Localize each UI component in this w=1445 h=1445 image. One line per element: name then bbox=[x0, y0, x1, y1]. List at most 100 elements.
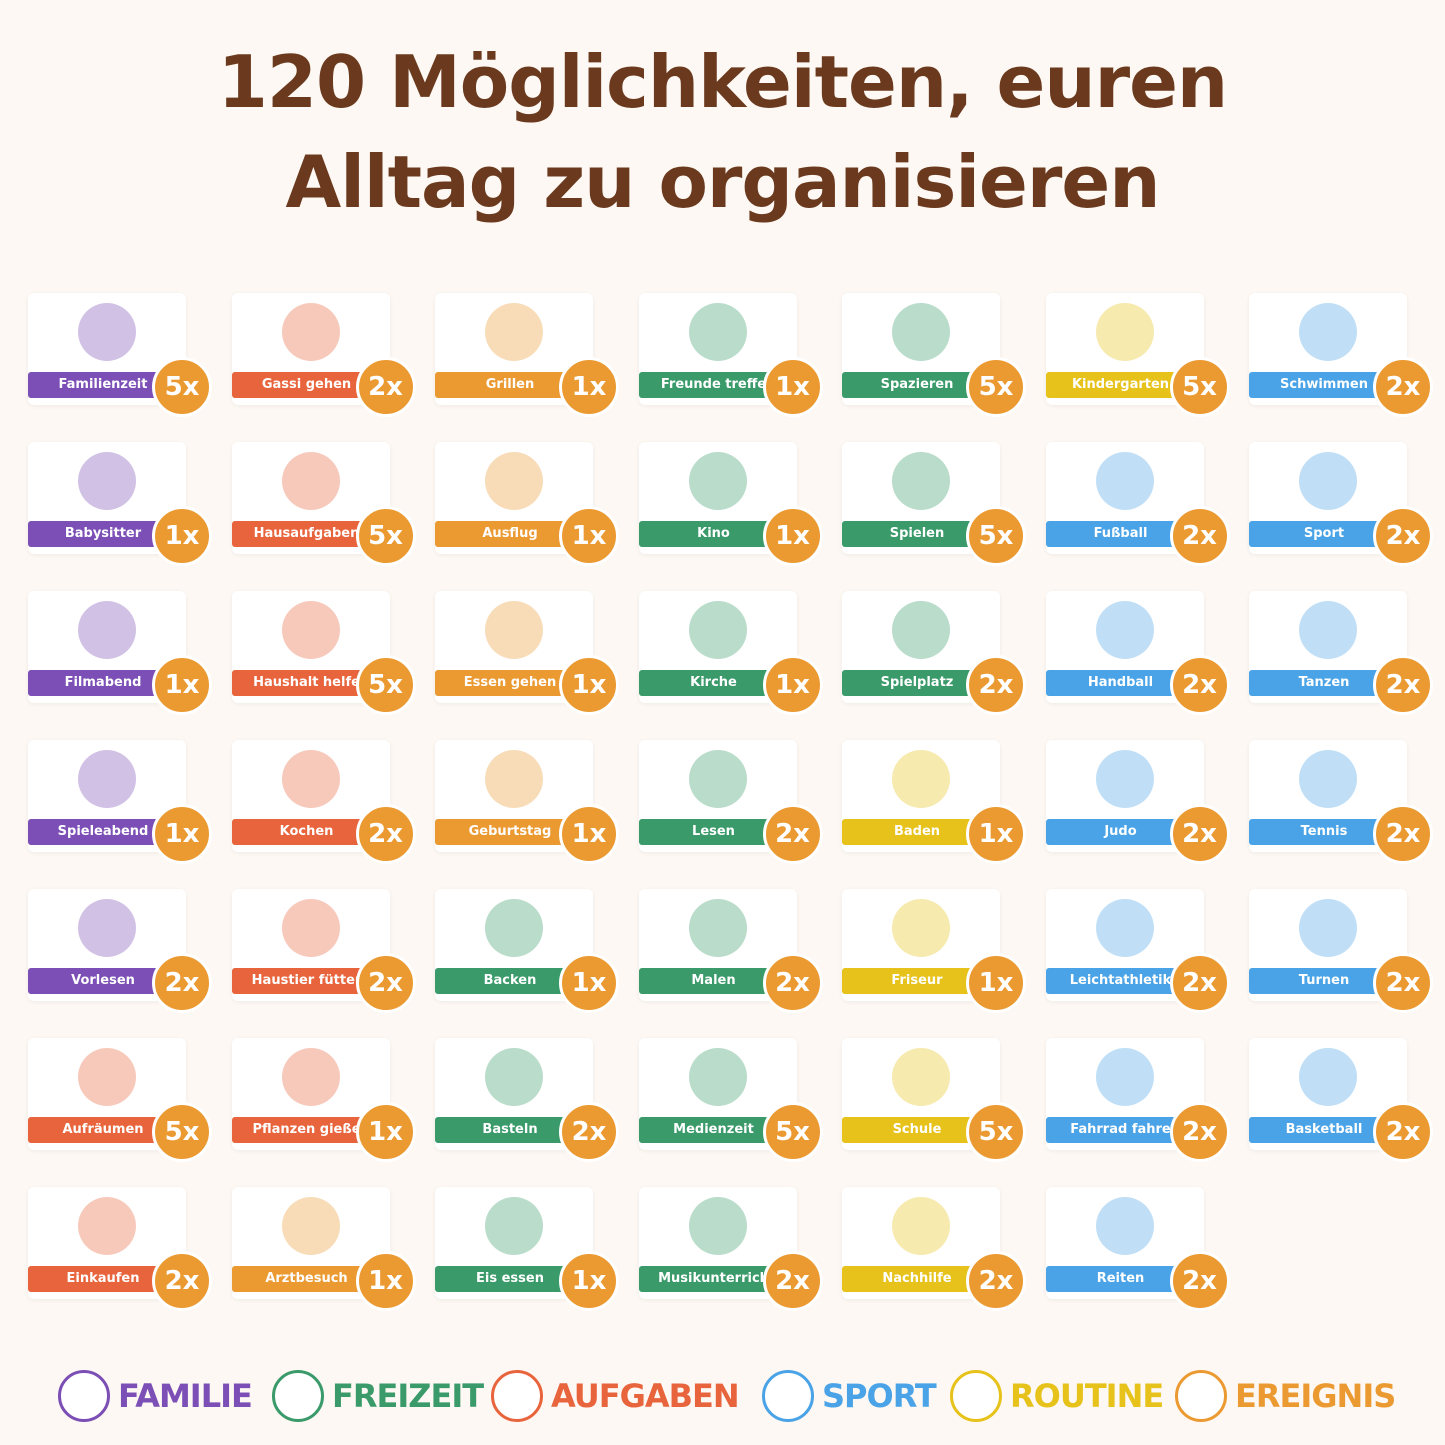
activity-card: Eis essen 1x bbox=[435, 1187, 619, 1311]
illustration bbox=[1095, 750, 1154, 808]
activity-card: Kindergarten 5x bbox=[1045, 293, 1230, 417]
activity-card: Vorlesen 2x bbox=[28, 889, 212, 1013]
activity-card: Handball 2x bbox=[1045, 591, 1230, 715]
legend-label: ROUTINE bbox=[1010, 1377, 1164, 1415]
count-badge: 2x bbox=[1373, 506, 1433, 566]
illustration bbox=[1299, 452, 1357, 510]
activity-card: Essen gehen 1x bbox=[435, 591, 619, 715]
activity-card: Basteln 2x bbox=[435, 1038, 619, 1162]
count-badge: 1x bbox=[966, 953, 1026, 1013]
illustration bbox=[1095, 1048, 1154, 1106]
activity-card: Arztbesuch 1x bbox=[231, 1187, 416, 1311]
count-badge: 2x bbox=[1169, 506, 1230, 566]
activity-card: Haushalt helfe 5x bbox=[231, 591, 416, 715]
illustration bbox=[892, 452, 950, 510]
legend-label: AUFGABEN bbox=[551, 1377, 740, 1415]
legend-item: EREIGNIS bbox=[1175, 1366, 1396, 1426]
activity-card: Tennis 2x bbox=[1249, 740, 1433, 864]
legend-label: SPORT bbox=[822, 1377, 937, 1415]
count-badge: 1x bbox=[762, 506, 823, 566]
illustration bbox=[485, 1197, 543, 1255]
count-badge: 2x bbox=[1373, 357, 1433, 417]
count-badge: 1x bbox=[559, 655, 619, 715]
activity-card: Ausflug 1x bbox=[435, 442, 619, 566]
illustration bbox=[78, 303, 136, 361]
count-badge: 2x bbox=[1169, 1102, 1230, 1162]
count-badge: 2x bbox=[1169, 655, 1230, 715]
illustration bbox=[1095, 452, 1154, 510]
legend-item: SPORT bbox=[762, 1366, 937, 1426]
activity-card: Pflanzen gieße 1x bbox=[231, 1038, 416, 1162]
activity-card: Judo 2x bbox=[1045, 740, 1230, 864]
activity-card: Lesen 2x bbox=[638, 740, 823, 864]
illustration bbox=[892, 1048, 950, 1106]
illustration bbox=[281, 1197, 340, 1255]
activity-card: Aufräumen 5x bbox=[28, 1038, 212, 1162]
count-badge: 2x bbox=[355, 953, 416, 1013]
legend-item: FREIZEIT bbox=[272, 1366, 484, 1426]
illustration bbox=[1095, 1197, 1154, 1255]
title-line: Alltag zu organisieren bbox=[285, 140, 1161, 224]
count-badge: 1x bbox=[559, 506, 619, 566]
illustration bbox=[78, 452, 136, 510]
count-badge: 5x bbox=[1169, 357, 1230, 417]
activity-card: Medienzeit 5x bbox=[638, 1038, 823, 1162]
legend-icon bbox=[762, 1370, 814, 1422]
count-badge: 1x bbox=[355, 1251, 416, 1311]
count-badge: 2x bbox=[1169, 953, 1230, 1013]
count-badge: 1x bbox=[152, 506, 212, 566]
legend-label: FREIZEIT bbox=[332, 1377, 484, 1415]
activity-card: Spielen 5x bbox=[842, 442, 1026, 566]
activity-card: Gassi gehen 2x bbox=[231, 293, 416, 417]
illustration bbox=[281, 452, 340, 510]
count-badge: 1x bbox=[559, 1251, 619, 1311]
activity-card: Hausaufgaben 5x bbox=[231, 442, 416, 566]
activity-card: Kirche 1x bbox=[638, 591, 823, 715]
illustration bbox=[485, 303, 543, 361]
count-badge: 2x bbox=[355, 804, 416, 864]
illustration bbox=[688, 899, 747, 957]
illustration bbox=[892, 750, 950, 808]
illustration bbox=[1299, 303, 1357, 361]
count-badge: 1x bbox=[355, 1102, 416, 1162]
activity-card: Fußball 2x bbox=[1045, 442, 1230, 566]
legend-item: AUFGABEN bbox=[491, 1366, 740, 1426]
activity-card: Spazieren 5x bbox=[842, 293, 1026, 417]
illustration bbox=[281, 750, 340, 808]
legend-icon bbox=[1175, 1370, 1227, 1422]
activity-card: Reiten 2x bbox=[1045, 1187, 1230, 1311]
illustration bbox=[1299, 899, 1357, 957]
activity-card: Filmabend 1x bbox=[28, 591, 212, 715]
count-badge: 2x bbox=[1373, 953, 1433, 1013]
illustration bbox=[485, 899, 543, 957]
illustration bbox=[688, 1048, 747, 1106]
count-badge: 5x bbox=[355, 655, 416, 715]
count-badge: 2x bbox=[966, 1251, 1026, 1311]
illustration bbox=[485, 601, 543, 659]
legend-icon bbox=[272, 1370, 324, 1422]
illustration bbox=[688, 1197, 747, 1255]
illustration bbox=[78, 601, 136, 659]
illustration bbox=[688, 601, 747, 659]
count-badge: 2x bbox=[1169, 1251, 1230, 1311]
activity-card: Friseur 1x bbox=[842, 889, 1026, 1013]
illustration bbox=[485, 452, 543, 510]
count-badge: 1x bbox=[559, 357, 619, 417]
illustration bbox=[892, 303, 950, 361]
illustration bbox=[1095, 601, 1154, 659]
count-badge: 1x bbox=[762, 655, 823, 715]
legend-label: EREIGNIS bbox=[1235, 1377, 1396, 1415]
activity-card: Grillen 1x bbox=[435, 293, 619, 417]
count-badge: 2x bbox=[152, 953, 212, 1013]
activity-card: Leichtathletik 2x bbox=[1045, 889, 1230, 1013]
count-badge: 5x bbox=[152, 357, 212, 417]
illustration bbox=[892, 899, 950, 957]
legend-icon bbox=[491, 1370, 543, 1422]
illustration bbox=[1299, 601, 1357, 659]
count-badge: 1x bbox=[559, 804, 619, 864]
illustration bbox=[485, 750, 543, 808]
count-badge: 2x bbox=[966, 655, 1026, 715]
count-badge: 1x bbox=[559, 953, 619, 1013]
count-badge: 5x bbox=[966, 506, 1026, 566]
activity-card: Baden 1x bbox=[842, 740, 1026, 864]
